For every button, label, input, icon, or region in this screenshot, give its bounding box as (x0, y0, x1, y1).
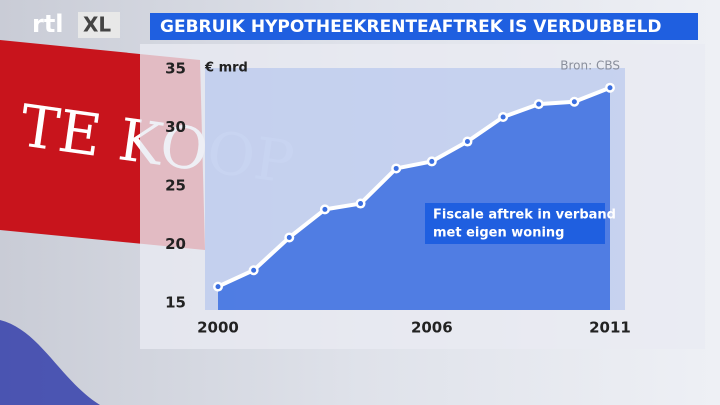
y-tick-label: 35 (165, 60, 186, 78)
point-dot (464, 139, 470, 145)
point-dot (429, 158, 435, 164)
y-axis-label: € mrd (204, 61, 248, 76)
point-dot (393, 165, 399, 171)
annotation: met eigen woning (433, 226, 565, 241)
annotation: Fiscale aftrek in verband (433, 208, 616, 223)
point-dot (536, 101, 542, 107)
logo: XL (83, 13, 111, 37)
point-dot (322, 206, 328, 212)
chart-title: GEBRUIK HYPOTHEEKRENTEAFTREK IS VERDUBBE… (160, 17, 662, 37)
x-tick-label: 2000 (197, 319, 239, 337)
point-dot (500, 114, 506, 120)
source: Bron: CBS (560, 59, 620, 73)
point-dot (251, 267, 257, 273)
logo: rtl (32, 10, 64, 38)
x-tick-label: 2006 (411, 319, 453, 337)
line (217, 85, 611, 289)
point-dot (286, 234, 292, 240)
area (218, 87, 610, 310)
title-bar (150, 13, 698, 40)
y-tick-label: 30 (165, 118, 186, 136)
y-tick-label: 20 (165, 235, 186, 253)
plot: 15 20 25 30 35 2000 2006 2011 (165, 60, 631, 337)
decoration (0, 320, 100, 405)
y-tick-label: 25 (165, 177, 186, 195)
annotation-box (425, 203, 605, 244)
logo-box (78, 12, 120, 38)
y-tick-label: 15 (165, 294, 186, 312)
point-dot (215, 284, 221, 290)
point-dot (607, 85, 613, 91)
point-dot (358, 201, 364, 207)
point-dot (571, 99, 577, 105)
x-tick-label: 2011 (589, 319, 631, 337)
